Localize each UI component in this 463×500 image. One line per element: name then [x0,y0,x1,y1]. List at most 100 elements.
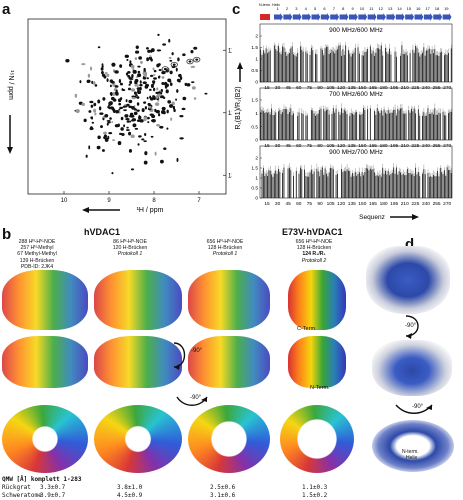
chart-y-arrowhead [237,62,243,69]
xtick-label: 240 [422,85,430,91]
xtick-label: 195 [390,143,398,149]
relaxation-bar [426,50,428,82]
nmr-peak [146,77,150,80]
nmr-peak [195,58,199,61]
nmr-peak [100,67,104,71]
rotation-arrow-d2 [395,404,433,414]
strand-number: 7 [333,6,336,11]
relaxation-bar [272,115,274,140]
relaxation-bar [289,167,290,198]
relaxation-bar [290,48,292,82]
relaxation-bar [364,171,366,198]
xtick-label: 225 [411,85,419,91]
relaxation-bar [265,48,267,82]
relaxation-bar [279,171,281,198]
nmr-peak [130,64,135,69]
nmr-peak [134,107,136,111]
relaxation-bar [273,173,275,198]
relaxation-bar [289,112,290,140]
relaxation-bar [435,55,437,82]
nmr-peak [128,131,132,136]
panel-d-nterm: N-term. [402,449,419,455]
nmr-peak [156,93,162,97]
nmr-peak [173,107,176,111]
nmr-peak [162,96,166,100]
relaxation-bar [426,115,428,140]
relaxation-bar [419,115,421,140]
xtick-label: 120 [337,201,345,207]
relaxation-bar [353,114,355,140]
relaxation-bar [416,174,418,198]
nmr-peak [135,94,138,97]
relaxation-bar [347,170,349,198]
nmr-peak [101,73,106,77]
relaxation-bar [417,171,419,198]
relaxation-bar [423,112,425,140]
relaxation-bar [261,54,263,82]
relaxation-bar [427,49,429,82]
relaxation-bar [413,52,415,82]
relaxation-bar [275,112,277,140]
nmr-peak [163,147,167,150]
relaxation-bar [369,108,371,140]
nmr-peak [137,73,142,78]
relaxation-bar [339,45,341,82]
nmr-peak [128,120,132,123]
relaxation-bar [402,173,404,198]
relaxation-bar [279,52,281,82]
xtick-label: 210 [401,201,409,207]
relaxation-bar [339,114,341,140]
nmr-peak [130,168,135,171]
strand-number: 14 [397,6,402,11]
nmr-peak [117,123,120,127]
nmr-peak [138,115,141,118]
structure-ensemble [288,336,346,388]
structure-ensemble [188,405,270,473]
relaxation-bar [315,115,316,140]
relaxation-bar [353,176,355,198]
relaxation-bar [389,175,390,198]
relaxation-bar [264,53,266,82]
relaxation-bar [356,111,358,140]
relaxation-bar [367,49,369,82]
nmr-peak [179,114,184,118]
beta-strand [330,13,340,21]
relaxation-bar [394,51,396,82]
nmr-peak [156,49,162,52]
nmr-peak [65,59,70,63]
nmr-peak [169,82,173,86]
nmr-peak [161,66,169,72]
relaxation-bar [276,50,278,82]
relaxation-bar [297,52,299,82]
relaxation-bar [305,51,307,82]
xtick-label: 120 [337,85,345,91]
xtick-label: 105 [327,85,335,91]
nmr-peak [176,89,179,93]
subplot-ytick-label: 0.5 [251,68,258,74]
relaxation-bar [352,53,353,82]
relaxation-bar [328,172,330,198]
relaxation-bar [402,113,404,140]
nmr-peak [109,79,114,83]
relaxation-bar [422,115,423,140]
relaxation-bar [434,176,436,198]
nmr-peak [169,70,173,75]
panel-d-structure-rotated [372,340,452,396]
relaxation-bar [397,108,399,140]
relaxation-bar [275,49,277,82]
strand-number: 9 [352,6,355,11]
relaxation-bar [371,53,373,82]
xtick-label: 150 [358,201,366,207]
nmr-peak [125,99,128,103]
relaxation-bar [382,167,384,198]
relaxation-bar [269,50,271,82]
relaxation-bar [401,108,403,140]
relaxation-bar [417,52,419,82]
relaxation-bar [316,114,318,140]
relaxation-bar [272,176,274,198]
relaxation-bar [385,48,386,82]
relaxation-bar [312,174,314,198]
strand-number: 4 [305,6,308,11]
relaxation-bar [385,112,386,140]
relaxation-bar [443,115,445,140]
